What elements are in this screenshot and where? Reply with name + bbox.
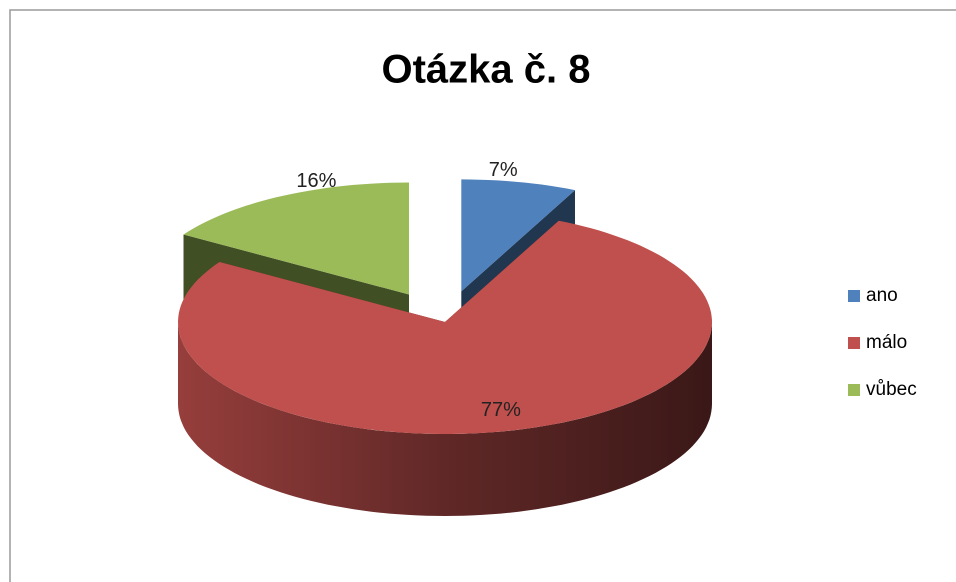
pie-slice [183,182,409,295]
data-label: 77% [481,399,521,421]
pie-slice [178,220,712,434]
chart-title: Otázka č. 8 [381,48,590,92]
legend-swatch [848,337,860,349]
legend-swatch [848,384,860,396]
legend-swatch [848,290,860,302]
pie-slice [461,179,575,292]
data-label: 7% [489,159,518,181]
legend-label: málo [866,332,907,353]
slice-wall [178,322,712,516]
legend-label: ano [866,285,898,306]
data-label: 16% [296,170,336,192]
legend-label: vůbec [866,379,917,400]
slice-group [178,220,712,516]
